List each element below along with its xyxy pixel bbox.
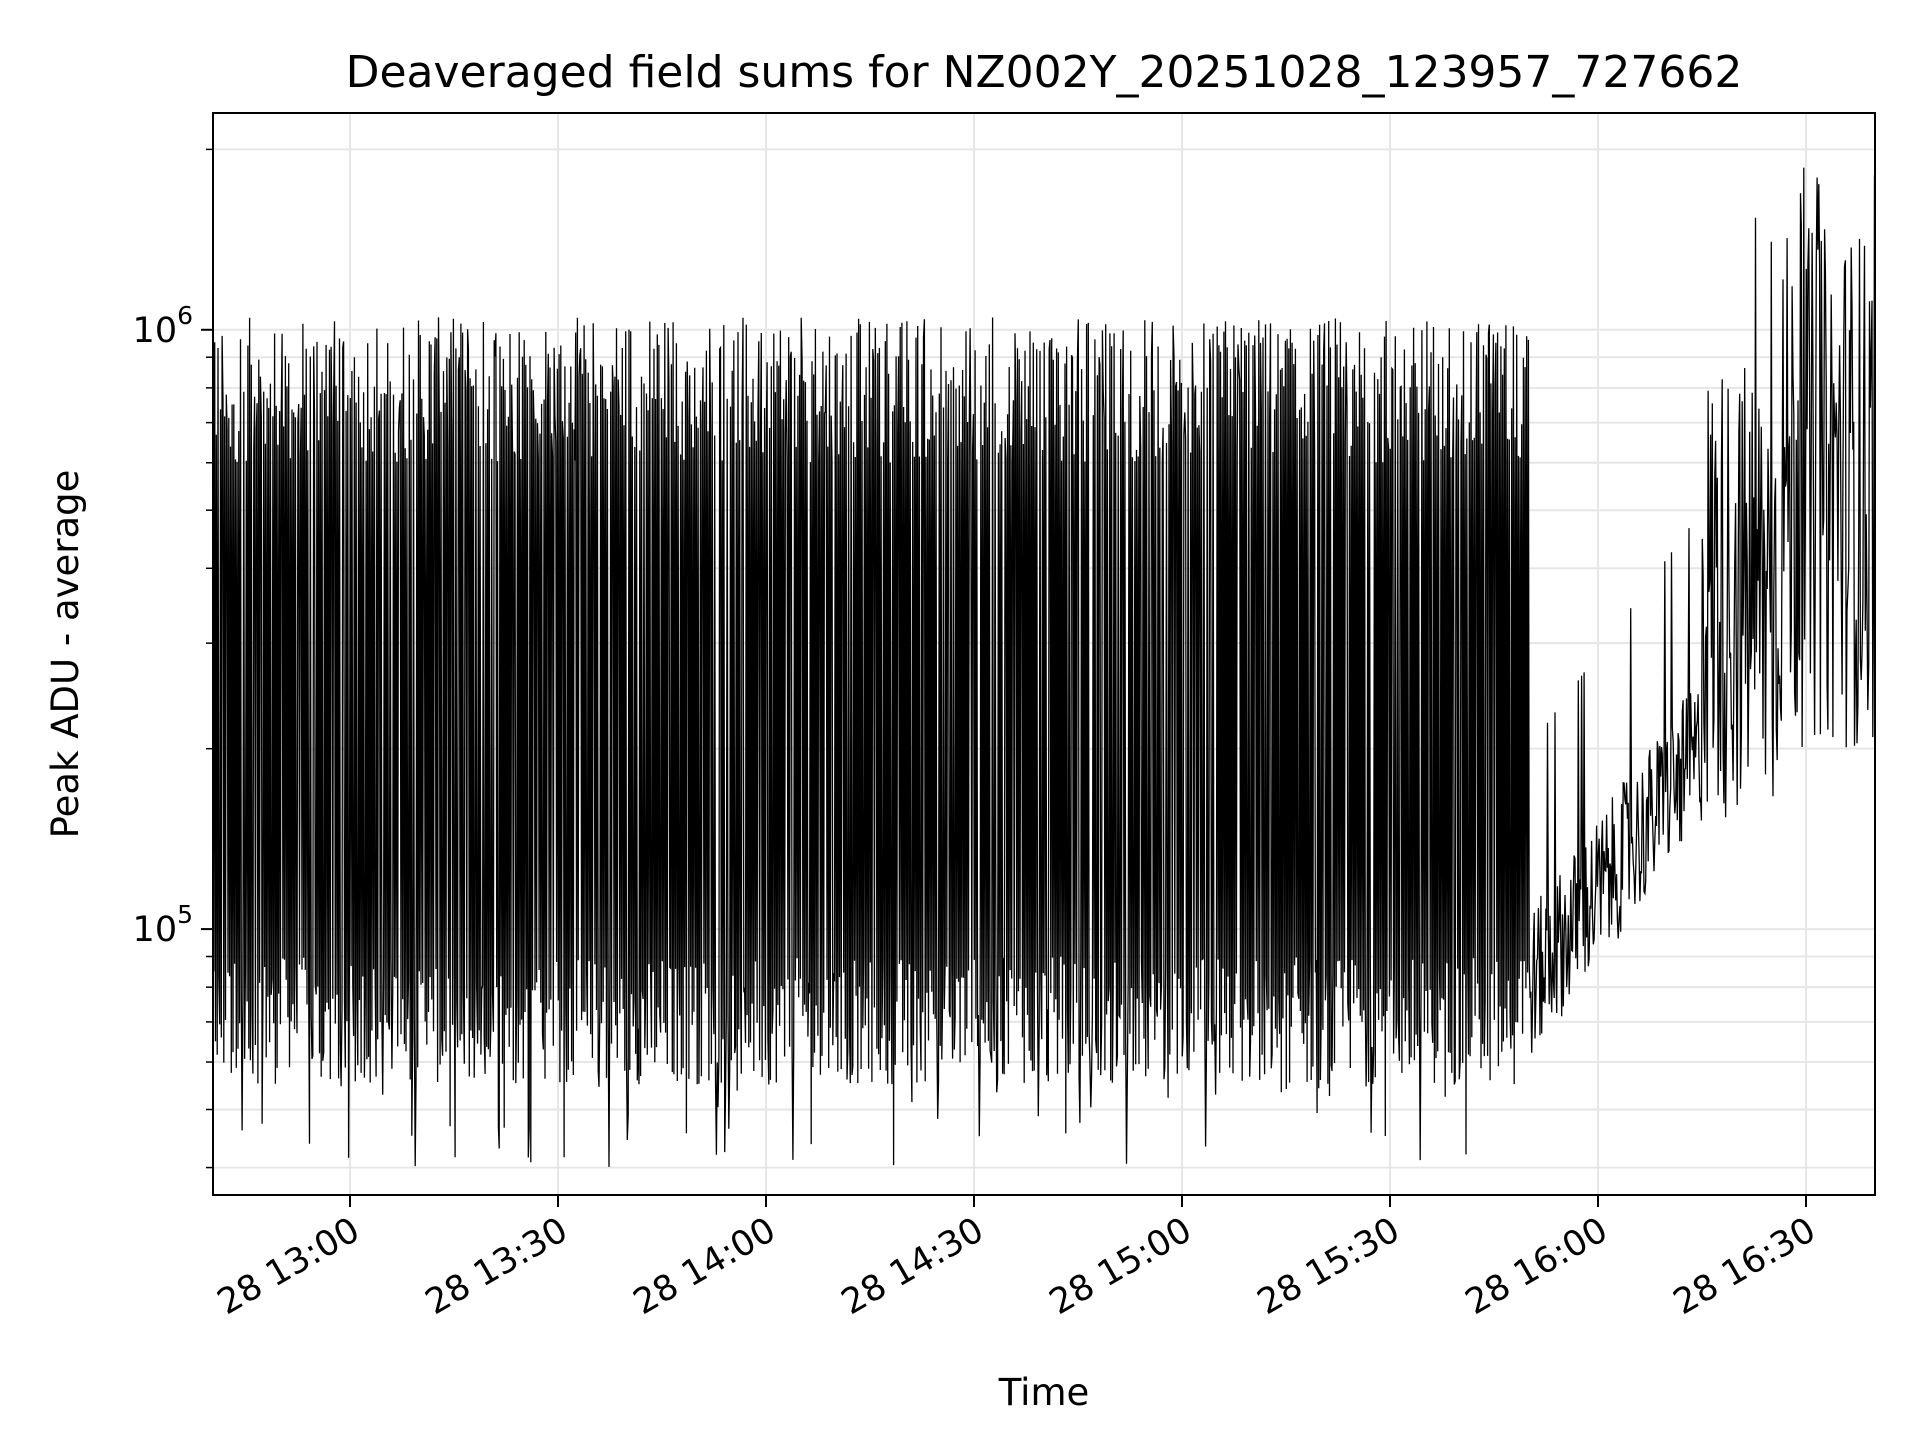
x-axis-label: Time: [998, 1371, 1090, 1414]
plot-frame: [212, 112, 1876, 1196]
y-axis-ticks: 105 106: [133, 148, 213, 1169]
data-line: [212, 167, 1876, 1167]
y-axis-label: Peak ADU - average: [44, 470, 87, 839]
y-tick-label: 106: [133, 301, 193, 351]
chart-title: Deaveraged field sums for NZ002Y_2025102…: [346, 47, 1743, 98]
y-tick-label: 105: [133, 900, 193, 950]
series-line: [212, 167, 1876, 1167]
